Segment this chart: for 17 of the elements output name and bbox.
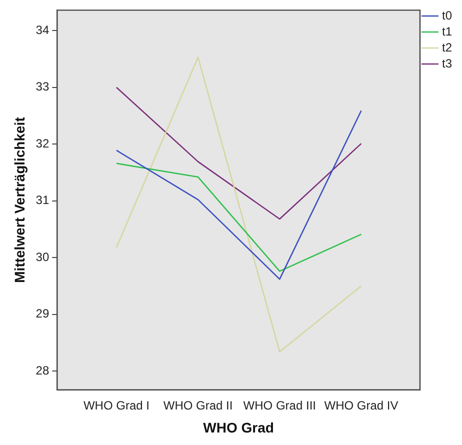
legend-label: t1 — [442, 24, 452, 38]
x-tick-label: WHO Grad III — [243, 398, 316, 412]
y-tick-label: 29 — [36, 306, 50, 321]
y-tick-label: 31 — [36, 193, 50, 208]
y-axis-title: Mittelwert Verträglichkeit — [11, 116, 28, 283]
y-tick-label: 33 — [36, 80, 50, 94]
x-tick-label: WHO Grad IV — [324, 398, 398, 412]
y-tick-label: 34 — [36, 22, 50, 37]
y-tick-label: 32 — [36, 136, 50, 150]
y-tick-label: 28 — [36, 363, 50, 378]
legend-label: t2 — [442, 40, 452, 54]
x-tick-label: WHO Grad I — [83, 398, 150, 412]
x-axis-title: WHO Grad — [203, 419, 274, 436]
y-tick-label: 30 — [36, 250, 50, 264]
x-tick-label: WHO Grad II — [163, 398, 233, 412]
legend-label: t0 — [442, 8, 452, 22]
legend-label: t3 — [442, 56, 452, 70]
